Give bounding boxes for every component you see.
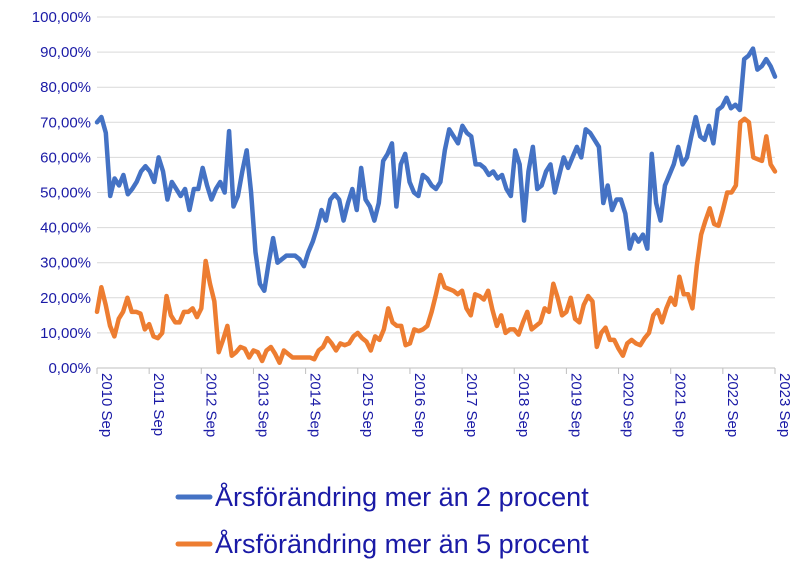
x-tick-label: 2023 Sep [776,373,791,437]
series-line-2 [94,116,778,365]
legend-label-2: Årsförändring mer än 5 procent [215,528,589,559]
x-tick-label: 2010 Sep [98,373,115,437]
x-axis: 2010 Sep 2011 Sep 2012 Sep 2013 Sep 2014 Sep… [96,367,791,437]
y-tick-label: 40,00% [40,220,91,237]
y-tick-label: 70,00% [40,114,91,131]
y-tick-label: 30,00% [40,255,91,272]
y-tick-label: 60,00% [40,149,91,166]
y-tick-label: 100,00% [32,9,91,26]
y-tick-label: 80,00% [40,79,91,96]
x-tick-label: 2015 Sep [359,373,376,437]
x-tick-label: 2013 Sep [254,373,271,437]
legend: Årsförändring mer än 2 procent Årsförändr… [175,481,589,559]
x-tick-label: 2014 Sep [307,373,324,437]
x-tick-label: 2022 Sep [724,373,741,437]
y-tick-label: 0,00% [48,360,91,377]
x-tick-label: 2012 Sep [202,373,219,437]
y-tick-label: 50,00% [40,185,91,202]
x-tick-label: 2017 Sep [463,373,480,437]
y-axis-ticks: 0,00% 10,00% 20,00% 30,00% 40,00% 50,00% 60,00… [32,9,91,377]
x-tick-label: 2011 Sep [150,373,167,436]
legend-label-1: Årsförändring mer än 2 procent [215,481,589,512]
x-tick-label: 2016 Sep [411,373,428,437]
series-line-1 [94,46,778,294]
x-tick-label: 2020 Sep [620,373,637,437]
x-tick-label: 2021 Sep [672,373,689,437]
y-tick-label: 90,00% [40,44,91,61]
x-tick-label: 2018 Sep [515,373,532,437]
series-lines [94,46,778,365]
y-tick-label: 20,00% [40,290,91,307]
x-tick-label: 2019 Sep [567,373,584,437]
y-tick-label: 10,00% [40,325,91,342]
